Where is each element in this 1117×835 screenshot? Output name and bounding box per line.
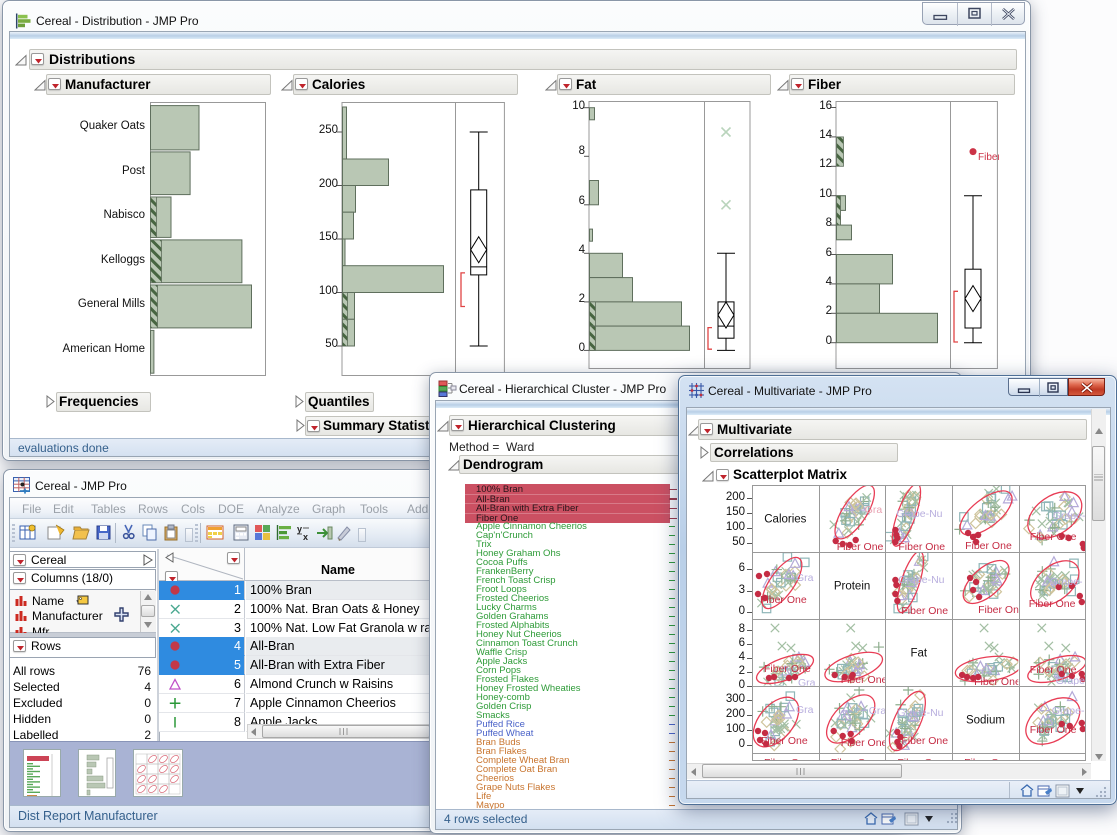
svg-text:Gra: Gra — [798, 677, 816, 689]
svg-text:Fiber One: Fiber One — [1029, 724, 1076, 736]
svg-text:x: x — [303, 532, 308, 542]
svg-text:Sodium: Sodium — [965, 715, 1004, 727]
svg-text:Fiber One: Fiber One — [836, 541, 883, 553]
svg-text:Fiber One: Fiber One — [1029, 531, 1076, 543]
svg-text:Fiber One: Fiber One — [965, 540, 1012, 552]
svg-text:Gra: Gra — [796, 572, 814, 584]
svg-text:Fiber One: Fiber One — [897, 757, 944, 762]
svg-text:y: y — [297, 524, 302, 534]
svg-text:Protein: Protein — [833, 581, 869, 593]
svg-text:Grape-: Grape- — [1052, 510, 1085, 522]
svg-text:Fiber One: Fiber One — [901, 605, 948, 617]
svg-text:Fiber One: Fiber One — [764, 663, 811, 675]
svg-text:Fiber One: Fiber One — [974, 676, 1021, 688]
svg-text:Fiber One: Fiber One — [840, 737, 887, 749]
svg-text:Grape-: Grape- — [1051, 705, 1084, 717]
svg-text:Grape-Nu: Grape-Nu — [898, 574, 944, 586]
svg-text:Fiber One: Fiber One — [840, 674, 887, 686]
svg-text:Fiber One: Fiber One — [964, 757, 1011, 762]
svg-text:Fiber One: Fiber One — [760, 594, 807, 606]
svg-text:Grape-Nu: Grape-Nu — [896, 508, 942, 520]
svg-text:Grape-: Grape- — [1055, 675, 1086, 687]
svg-text:Fiber One: Fiber One — [1029, 664, 1076, 676]
svg-text:Fiber One: Fiber One — [898, 541, 945, 553]
svg-text:Fiber One: Fiber One — [978, 152, 999, 163]
svg-text:Grape-: Grape- — [1049, 576, 1082, 588]
svg-text:Gra: Gra — [868, 705, 886, 717]
svg-text:Fat: Fat — [910, 648, 927, 660]
svg-text:Fiber One: Fiber One — [764, 757, 811, 762]
svg-text:Gra: Gra — [796, 704, 814, 716]
svg-text:Grape-Nu: Grape-Nu — [897, 707, 943, 719]
svg-text:Fiber One: Fiber One — [901, 735, 948, 747]
svg-text:Calories: Calories — [764, 514, 806, 526]
svg-text:Fiber One: Fiber One — [830, 757, 877, 762]
svg-text:Fiber One: Fiber One — [1028, 598, 1075, 610]
svg-text:Fiber One: Fiber One — [761, 735, 808, 747]
svg-text:Fiber One: Fiber One — [978, 604, 1025, 616]
svg-text:Gra: Gra — [864, 504, 882, 516]
